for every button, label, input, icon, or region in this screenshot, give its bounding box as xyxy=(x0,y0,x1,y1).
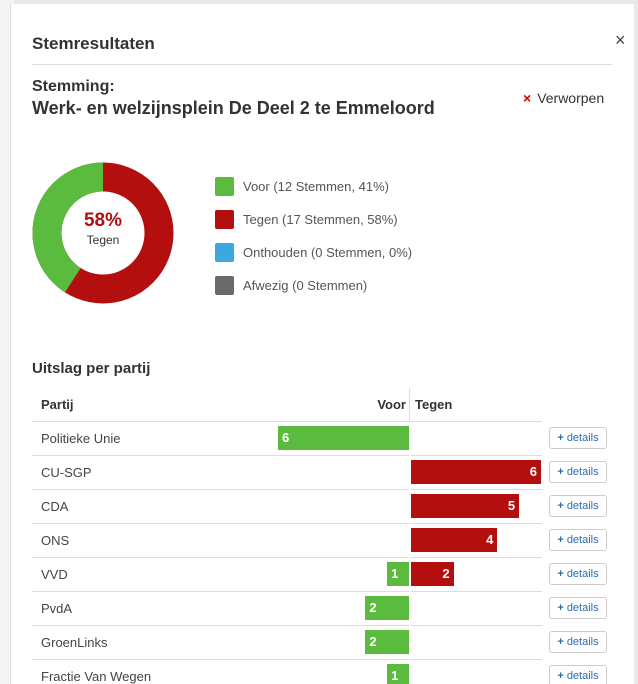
table-row: ONS 4 xyxy=(32,524,542,558)
details-label: details xyxy=(566,670,599,682)
party-name: VVD xyxy=(41,567,68,582)
header-partij: Partij xyxy=(41,397,74,412)
legend-label: Tegen (17 Stemmen, 58%) xyxy=(243,211,398,227)
header-divider xyxy=(409,388,410,422)
axis-gap xyxy=(409,626,411,660)
party-name: Fractie Van Wegen xyxy=(41,669,152,684)
table-row: GroenLinks 2 xyxy=(32,626,542,660)
axis-gap xyxy=(409,422,411,456)
details-button[interactable]: + details xyxy=(549,529,607,551)
table-row: VVD 1 2 xyxy=(32,558,542,592)
details-label: details xyxy=(566,602,599,614)
section-title: Uitslag per partij xyxy=(32,360,151,377)
modal-title: Stemresultaten xyxy=(32,34,155,53)
legend-swatch xyxy=(215,242,234,262)
plus-icon: + xyxy=(557,636,564,648)
tegen-bar: 4 xyxy=(410,528,498,552)
voor-bar: 2 xyxy=(365,630,409,654)
plus-icon: + xyxy=(557,670,564,682)
header-voor: Voor xyxy=(377,397,406,412)
donut-segment-voor xyxy=(32,162,174,304)
legend-swatch xyxy=(215,275,234,295)
tegen-bar: 5 xyxy=(410,494,520,518)
party-name: PvdA xyxy=(41,601,73,616)
details-button[interactable]: + details xyxy=(549,597,607,619)
voor-bar: 2 xyxy=(365,596,409,620)
plus-icon: + xyxy=(557,432,564,444)
axis-gap xyxy=(409,558,411,592)
details-button[interactable]: + details xyxy=(549,665,607,684)
axis-gap xyxy=(409,660,411,684)
party-name: ONS xyxy=(41,533,70,548)
plus-icon: + xyxy=(557,500,564,512)
legend-label: Voor (12 Stemmen, 41%) xyxy=(243,178,389,194)
party-name: CU-SGP xyxy=(41,465,92,480)
party-results-table: Partij Voor Tegen Politieke Unie 6 CU-SGP 6… xyxy=(32,388,542,684)
plus-icon: + xyxy=(557,466,564,478)
rejected-icon: × xyxy=(523,90,532,106)
table-row: Politieke Unie 6 xyxy=(32,422,542,456)
details-label: details xyxy=(566,568,599,580)
table-row: CU-SGP 6 xyxy=(32,456,542,490)
result-donut-chart xyxy=(32,162,174,304)
axis-gap xyxy=(409,456,411,490)
table-row: CDA 5 xyxy=(32,490,542,524)
status-badge: × Verworpen xyxy=(523,90,604,106)
axis-gap xyxy=(409,490,411,524)
title-divider xyxy=(32,64,612,65)
tegen-bar: 2 xyxy=(410,562,454,586)
legend-item-afwezig: Afwezig (0 Stemmen) xyxy=(215,275,412,295)
details-button[interactable]: + details xyxy=(549,427,607,449)
axis-gap xyxy=(409,524,411,558)
subject-title: Werk- en welzijnsplein De Deel 2 te Emme… xyxy=(32,98,435,118)
voor-bar: 1 xyxy=(387,562,409,586)
details-button[interactable]: + details xyxy=(549,495,607,517)
voor-bar: 6 xyxy=(278,426,409,450)
legend-item-tegen: Tegen (17 Stemmen, 58%) xyxy=(215,209,412,229)
table-row: PvdA 2 xyxy=(32,592,542,626)
table-body: Politieke Unie 6 CU-SGP 6 CDA 5 ONS 4 VVD 1 2 PvdA 2… xyxy=(32,422,542,684)
details-label: details xyxy=(566,500,599,512)
table-header: Partij Voor Tegen xyxy=(32,388,542,422)
vote-results-modal: Stemresultaten × Stemming: Werk- en welz… xyxy=(10,4,634,684)
legend-swatch xyxy=(215,209,234,229)
tegen-bar: 6 xyxy=(410,460,541,484)
party-name: GroenLinks xyxy=(41,635,108,650)
details-button[interactable]: + details xyxy=(549,631,607,653)
legend-label: Onthouden (0 Stemmen, 0%) xyxy=(243,244,413,260)
plus-icon: + xyxy=(557,568,564,580)
donut-caption: Tegen xyxy=(86,233,120,247)
details-button[interactable]: + details xyxy=(549,461,607,483)
legend-item-voor: Voor (12 Stemmen, 41%) xyxy=(215,176,412,196)
table-row: Fractie Van Wegen 1 xyxy=(32,660,542,684)
legend-item-onthouden: Onthouden (0 Stemmen, 0%) xyxy=(215,242,412,262)
axis-gap xyxy=(409,592,411,626)
status-text: Verworpen xyxy=(537,90,605,106)
plus-icon: + xyxy=(557,534,564,546)
details-label: details xyxy=(566,534,599,546)
vote-legend: Voor (12 Stemmen, 41%) Tegen (17 Stemmen… xyxy=(215,176,412,308)
header-tegen: Tegen xyxy=(415,397,453,412)
legend-swatch xyxy=(215,176,234,196)
details-label: details xyxy=(566,466,599,478)
plus-icon: + xyxy=(557,602,564,614)
details-label: details xyxy=(566,432,599,444)
legend-label: Afwezig (0 Stemmen) xyxy=(243,277,368,293)
party-name: CDA xyxy=(41,499,69,514)
donut-percent: 58% xyxy=(83,210,123,231)
subject-label: Stemming: xyxy=(32,78,115,95)
party-name: Politieke Unie xyxy=(41,431,121,446)
voor-bar: 1 xyxy=(387,664,409,684)
close-icon[interactable]: × xyxy=(615,30,626,50)
details-button[interactable]: + details xyxy=(549,563,607,585)
details-label: details xyxy=(566,636,599,648)
